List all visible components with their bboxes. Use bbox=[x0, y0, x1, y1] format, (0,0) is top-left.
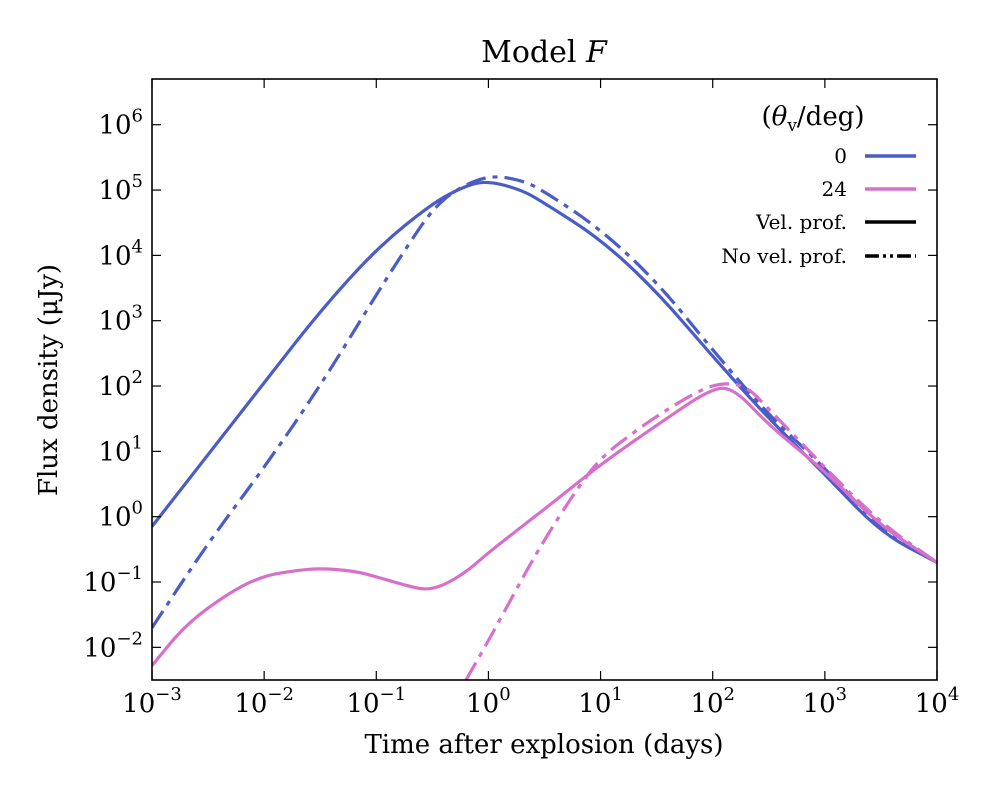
y-tick-label-base: 10 bbox=[98, 111, 131, 141]
x-tick-label-exp: 4 bbox=[948, 684, 959, 705]
legend-entry-label: No vel. prof. bbox=[721, 244, 847, 268]
x-tick-label-exp: 3 bbox=[836, 684, 847, 705]
legend-entry-label: Vel. prof. bbox=[755, 210, 847, 234]
y-tick-label-base: 10 bbox=[98, 437, 131, 467]
y-tick-label-base: 10 bbox=[98, 176, 131, 206]
series-line-2 bbox=[152, 386, 937, 667]
y-tick-label: 10−1 bbox=[83, 563, 143, 598]
y-tick-label-exp: 4 bbox=[132, 236, 143, 257]
series-line-1 bbox=[152, 175, 937, 629]
y-tick-label-base: 10 bbox=[98, 503, 131, 533]
x-tick-label-base: 10 bbox=[122, 689, 155, 719]
x-tick-label: 10−2 bbox=[234, 684, 294, 719]
chart-title: Model F bbox=[481, 35, 608, 70]
y-tick-label: 102 bbox=[98, 367, 143, 402]
x-tick-label-exp: 0 bbox=[499, 684, 510, 705]
legend-entry-label: 0 bbox=[834, 144, 847, 168]
x-tick-label-exp: 2 bbox=[724, 684, 735, 705]
series-layer bbox=[152, 175, 937, 680]
x-tick-label: 100 bbox=[466, 684, 511, 719]
x-tick-label-base: 10 bbox=[803, 689, 836, 719]
legend-title: (θv/deg) bbox=[762, 102, 865, 136]
x-tick-label: 10−3 bbox=[122, 684, 182, 719]
x-tick-label-exp: −1 bbox=[380, 684, 407, 705]
y-tick-label: 106 bbox=[98, 106, 143, 141]
legend-entries: 0 24 Vel. prof. No vel. prof. bbox=[721, 144, 916, 268]
legend-title-theta: θ bbox=[772, 102, 788, 132]
y-tick-label: 104 bbox=[98, 236, 143, 271]
x-tick-label-base: 10 bbox=[690, 689, 723, 719]
tick-layer bbox=[151, 79, 938, 680]
series-line-0 bbox=[152, 180, 937, 564]
x-tick-label-exp: −3 bbox=[155, 684, 182, 705]
y-tick-label-exp: 5 bbox=[132, 171, 143, 192]
y-tick-label: 100 bbox=[98, 498, 143, 533]
x-tick-label: 102 bbox=[690, 684, 735, 719]
legend-entry-label: 24 bbox=[822, 177, 847, 201]
y-tick-label-exp: 6 bbox=[132, 106, 143, 127]
y-tick-label: 101 bbox=[98, 432, 143, 467]
y-tick-label: 105 bbox=[98, 171, 143, 206]
y-tick-label-exp: −2 bbox=[116, 628, 143, 649]
legend: (θv/deg) 0 24 Vel. prof. No vel. prof. bbox=[721, 102, 916, 268]
y-tick-label-base: 10 bbox=[83, 568, 116, 598]
x-tick-label-base: 10 bbox=[578, 689, 611, 719]
y-tick-label-exp: 2 bbox=[132, 367, 143, 388]
legend-title-rest: /deg) bbox=[797, 102, 865, 132]
x-tick-label-base: 10 bbox=[346, 689, 379, 719]
y-tick-label-exp: −1 bbox=[116, 563, 143, 584]
chart-title-italic: F bbox=[585, 35, 608, 70]
y-axis-label: Flux density (μJy) bbox=[34, 264, 64, 496]
legend-title-sub: v bbox=[786, 116, 797, 136]
y-tick-label-base: 10 bbox=[98, 307, 131, 337]
x-tick-label: 104 bbox=[915, 684, 960, 719]
y-tick-label-exp: 3 bbox=[132, 302, 143, 323]
y-tick-label: 10−2 bbox=[83, 628, 143, 663]
x-axis-label: Time after explosion (days) bbox=[364, 730, 723, 760]
series-line-3 bbox=[464, 382, 937, 680]
y-tick-label: 103 bbox=[98, 302, 143, 337]
plot-frame bbox=[151, 78, 938, 681]
x-tick-label-base: 10 bbox=[915, 689, 948, 719]
y-tick-label-base: 10 bbox=[98, 372, 131, 402]
x-tick-label: 103 bbox=[803, 684, 848, 719]
y-tick-label-exp: 1 bbox=[132, 432, 143, 453]
x-tick-label-base: 10 bbox=[466, 689, 499, 719]
x-tick-label-base: 10 bbox=[234, 689, 267, 719]
x-tick-label: 10−1 bbox=[346, 684, 406, 719]
x-tick-label: 101 bbox=[578, 684, 623, 719]
x-tick-label-exp: 1 bbox=[611, 684, 622, 705]
x-tick-labels: 10−3 10−2 10−1 100 101 102 103 104 bbox=[122, 684, 959, 719]
y-tick-label-base: 10 bbox=[83, 633, 116, 663]
y-tick-label-exp: 0 bbox=[132, 498, 143, 519]
chart-title-main: Model bbox=[481, 35, 586, 70]
y-tick-label-base: 10 bbox=[98, 241, 131, 271]
x-tick-label-exp: −2 bbox=[267, 684, 294, 705]
